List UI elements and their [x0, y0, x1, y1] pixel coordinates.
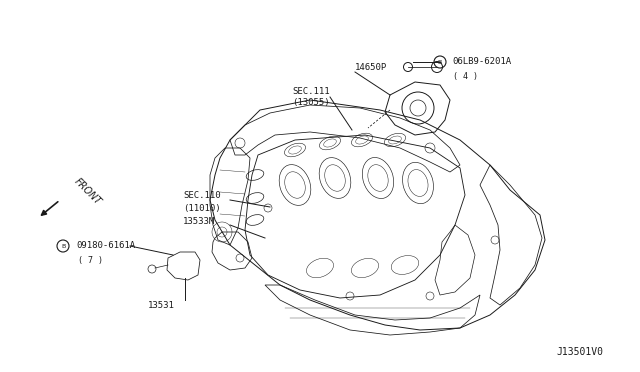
Text: 06LB9-6201A: 06LB9-6201A	[452, 58, 511, 67]
Text: FRONT: FRONT	[72, 177, 102, 207]
Text: 13533M: 13533M	[183, 218, 215, 227]
Text: 09180-6161A: 09180-6161A	[76, 241, 135, 250]
Text: J13501V0: J13501V0	[556, 347, 603, 357]
Text: SEC.110: SEC.110	[183, 192, 221, 201]
Text: 14650P: 14650P	[355, 64, 387, 73]
Text: (13055): (13055)	[292, 99, 330, 108]
Text: ( 4 ): ( 4 )	[453, 71, 478, 80]
Text: 13531: 13531	[148, 301, 175, 311]
Text: B: B	[438, 60, 442, 64]
Text: B: B	[61, 244, 65, 248]
Text: ( 7 ): ( 7 )	[78, 256, 103, 264]
Text: SEC.111: SEC.111	[292, 87, 330, 96]
Text: (11010): (11010)	[183, 203, 221, 212]
